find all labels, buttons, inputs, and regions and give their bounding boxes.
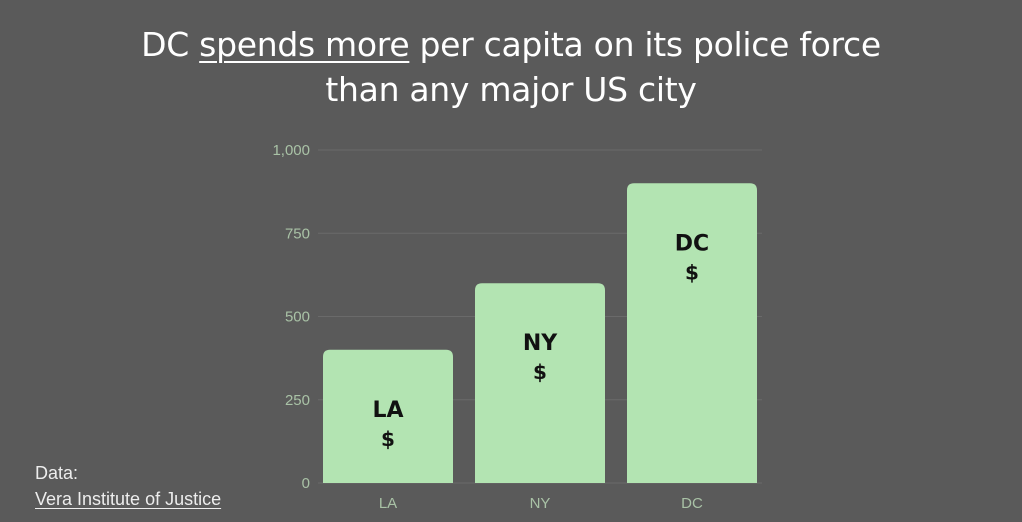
bar-label-dc: DC: [675, 231, 709, 256]
y-axis-ticks: 0 250 500 750 1,000: [272, 142, 310, 492]
y-tick-label: 500: [285, 309, 310, 326]
source-label: Data:: [35, 463, 79, 483]
source-link[interactable]: Vera Institute of Justice: [35, 489, 222, 509]
y-tick-label: 750: [285, 225, 310, 242]
title-part-2: per capita on its police force: [409, 25, 882, 64]
bar-dc: [627, 183, 757, 484]
y-tick-label: 1,000: [272, 142, 310, 159]
title-part-1: DC: [141, 25, 200, 64]
bar-label-ny: NY: [523, 331, 558, 356]
x-tick-label: NY: [530, 495, 551, 512]
title-line-2: than any major US city: [325, 70, 697, 109]
x-tick-label: DC: [681, 495, 703, 512]
y-tick-label: 250: [285, 392, 310, 409]
bar-ny: [475, 283, 605, 483]
bar-symbol-dc: $: [685, 260, 699, 284]
chart-title: DC spends more per capita on its police …: [0, 22, 1022, 112]
x-axis-categories: LA NY DC: [379, 495, 703, 512]
bar-symbol-ny: $: [533, 360, 547, 384]
bar-la: [323, 349, 453, 483]
y-tick-label: 0: [302, 475, 310, 492]
title-line-1: DC spends more per capita on its police …: [0, 22, 1022, 67]
bar-symbol-la: $: [381, 427, 395, 451]
data-source: Data: Vera Institute of Justice: [35, 460, 221, 512]
title-emphasis: spends more: [199, 25, 410, 64]
bar-label-la: LA: [372, 398, 403, 423]
bars: LA $ NY $ DC $: [323, 183, 757, 484]
x-tick-label: LA: [379, 495, 397, 512]
